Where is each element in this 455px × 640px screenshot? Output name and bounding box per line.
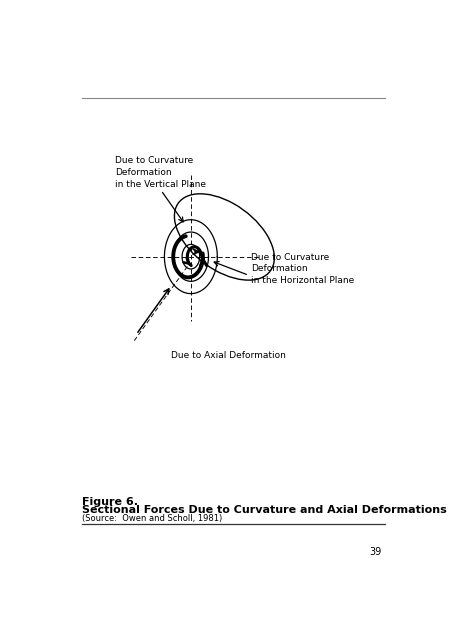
- Text: Due to Axial Deformation: Due to Axial Deformation: [172, 351, 286, 360]
- Text: 39: 39: [369, 547, 381, 557]
- Text: (Source:  Owen and Scholl, 1981): (Source: Owen and Scholl, 1981): [81, 514, 222, 523]
- Text: Figure 6.: Figure 6.: [81, 497, 137, 506]
- Text: Due to Curvature
Deformation
in the Horizontal Plane: Due to Curvature Deformation in the Hori…: [251, 253, 354, 285]
- Text: Due to Curvature
Deformation
in the Vertical Plane: Due to Curvature Deformation in the Vert…: [115, 156, 206, 189]
- Text: Sectional Forces Due to Curvature and Axial Deformations: Sectional Forces Due to Curvature and Ax…: [81, 506, 446, 515]
